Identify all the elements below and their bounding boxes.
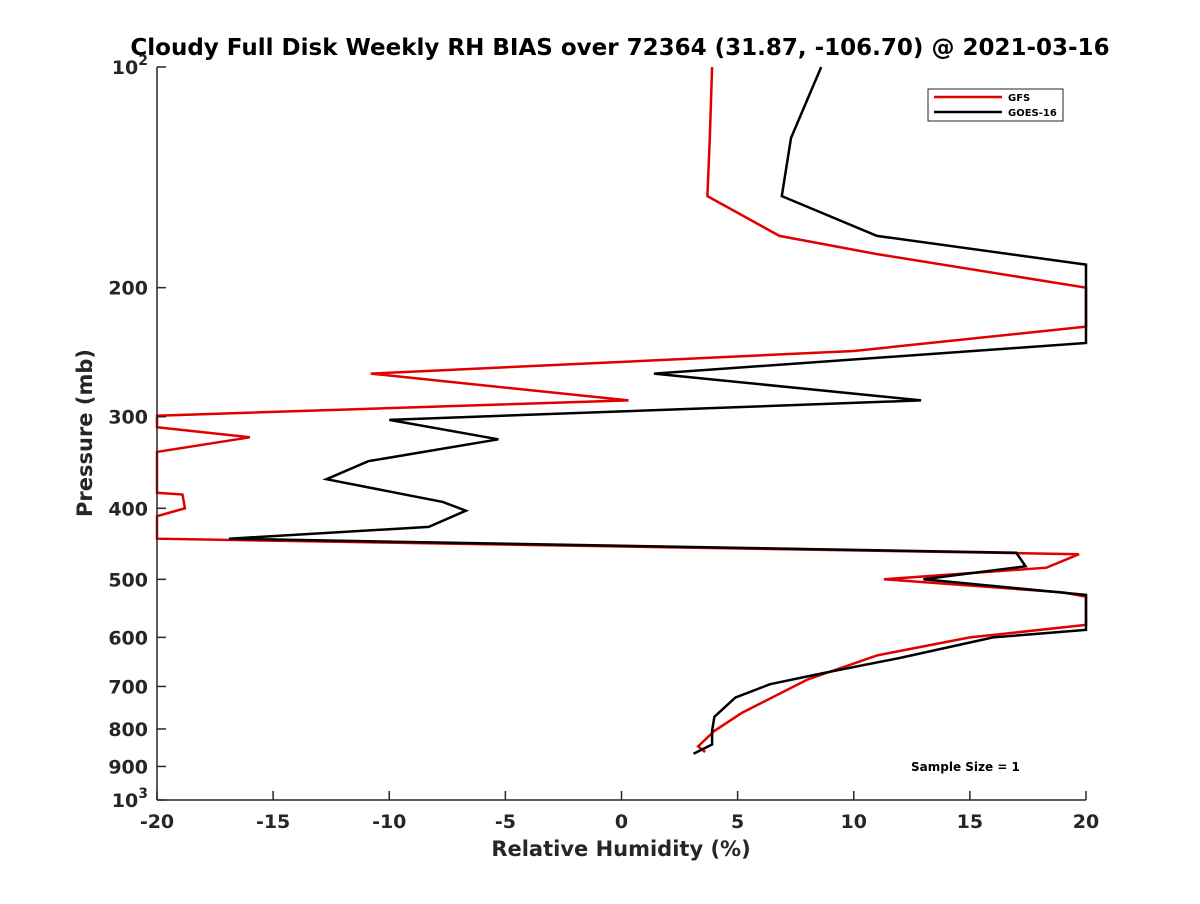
x-tick-label: -20 xyxy=(140,811,174,833)
legend-box xyxy=(927,88,1064,122)
x-tick-label: 0 xyxy=(615,811,628,833)
x-tick-label: 15 xyxy=(957,811,983,833)
y-tick-label: 200 xyxy=(108,278,148,300)
x-tick-label: -15 xyxy=(256,811,290,833)
y-tick-label: 900 xyxy=(108,756,148,778)
x-axis-ticks: -20 -15 -10 -5 0 5 10 15 20 xyxy=(140,791,1099,833)
y-tick-label: 700 xyxy=(108,676,148,698)
x-tick-label: 10 xyxy=(841,811,867,833)
x-tick-label: 20 xyxy=(1073,811,1099,833)
x-tick-label: 5 xyxy=(731,811,744,833)
plot-area xyxy=(157,67,1086,800)
y-tick-label: 600 xyxy=(108,627,148,649)
y-tick-label: 500 xyxy=(108,569,148,591)
y-tick-label: 102 xyxy=(112,53,148,79)
series-layer xyxy=(155,66,1088,755)
sample-size-annotation: Sample Size = 1 xyxy=(911,760,1020,774)
x-tick-label: -5 xyxy=(495,811,516,833)
y-axis-label: Pressure (mb) xyxy=(73,349,97,517)
series-line-goes16 xyxy=(228,66,1088,755)
y-axis-ticks: 102 200 300 400 500 600 700 800 900 103 xyxy=(108,53,166,812)
y-tick-label: 800 xyxy=(108,719,148,741)
legend-label-gfs: GFS xyxy=(1008,93,1030,104)
x-axis-label: Relative Humidity (%) xyxy=(491,837,750,861)
y-tick-label: 300 xyxy=(108,407,148,429)
legend: GFS GOES-16 xyxy=(927,88,1064,122)
x-tick-label: -10 xyxy=(372,811,406,833)
chart-title: Cloudy Full Disk Weekly RH BIAS over 723… xyxy=(130,35,1109,61)
legend-label-goes16: GOES-16 xyxy=(1008,108,1057,119)
y-tick-label: 103 xyxy=(112,786,148,812)
y-tick-label: 400 xyxy=(108,498,148,520)
